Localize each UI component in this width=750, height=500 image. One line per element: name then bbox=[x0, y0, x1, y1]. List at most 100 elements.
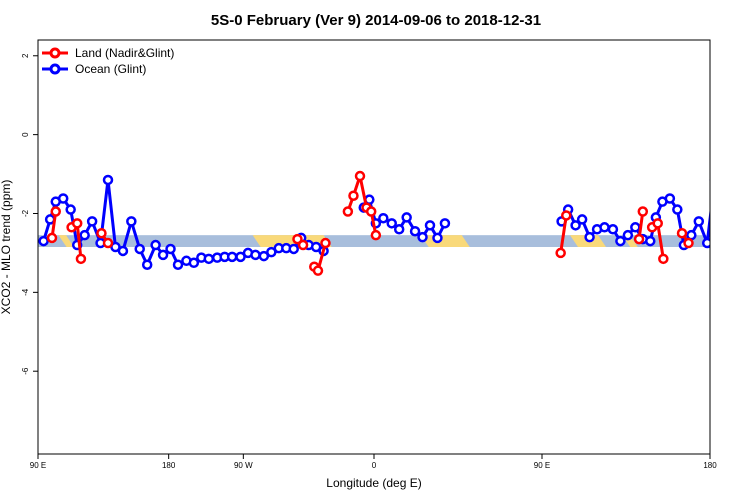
land-point bbox=[292, 233, 303, 245]
ocean-point bbox=[141, 259, 153, 270]
land-point bbox=[102, 237, 114, 249]
land-point bbox=[46, 232, 58, 244]
land-point bbox=[555, 247, 566, 259]
legend-ocean-marker bbox=[49, 63, 61, 75]
ocean-point bbox=[718, 243, 726, 251]
land-point bbox=[683, 237, 694, 249]
ocean-point bbox=[630, 222, 641, 233]
y-axis: 2 0 -2 -4 -6 bbox=[21, 53, 38, 375]
ocean-point bbox=[150, 239, 161, 251]
ocean-point bbox=[38, 235, 49, 247]
ocean-point bbox=[439, 218, 451, 229]
surface-band bbox=[38, 235, 710, 247]
ocean-point bbox=[599, 222, 610, 233]
ocean-point bbox=[235, 251, 246, 263]
land-series-line bbox=[559, 215, 568, 254]
ocean-point bbox=[310, 241, 322, 253]
land-point bbox=[637, 206, 649, 217]
ocean-point bbox=[607, 224, 619, 235]
x-axis-label: Longitude (deg E) bbox=[326, 476, 421, 490]
ocean-point bbox=[110, 241, 121, 253]
land-point bbox=[354, 170, 366, 182]
ocean-point bbox=[203, 253, 215, 265]
y-tick-label: 2 bbox=[21, 53, 30, 58]
ocean-point bbox=[726, 247, 734, 255]
y-tick-label: -4 bbox=[21, 288, 30, 296]
ocean-point bbox=[672, 204, 683, 215]
land-point bbox=[370, 229, 382, 241]
land-point bbox=[652, 218, 663, 229]
ocean-point bbox=[401, 212, 412, 223]
ocean-point bbox=[157, 249, 169, 261]
legend-land-marker bbox=[49, 47, 61, 59]
land-point bbox=[50, 206, 61, 217]
x-tick-label: 90 E bbox=[534, 461, 550, 470]
legend-land-label: Land (Nadir&Glint) bbox=[75, 46, 174, 60]
land-point bbox=[71, 218, 83, 229]
ocean-point bbox=[226, 251, 238, 263]
land-point bbox=[365, 206, 377, 217]
chart-title: 5S-0 February (Ver 9) 2014-09-06 to 2018… bbox=[211, 12, 541, 29]
ocean-point bbox=[165, 243, 176, 255]
ocean-point bbox=[615, 235, 626, 247]
ocean-point bbox=[709, 177, 710, 183]
ocean-point bbox=[693, 216, 705, 227]
ocean-point bbox=[102, 174, 114, 186]
y-tick-label: -2 bbox=[21, 209, 30, 217]
ocean-point bbox=[734, 217, 742, 225]
ocean-point bbox=[134, 243, 145, 255]
land-point bbox=[297, 239, 309, 251]
y-tick-label: 0 bbox=[21, 132, 30, 137]
series-layer bbox=[38, 170, 750, 276]
ocean-point bbox=[742, 245, 750, 253]
ocean-point bbox=[250, 249, 261, 261]
legend-ocean-label: Ocean (Glint) bbox=[75, 62, 146, 76]
ocean-point bbox=[288, 243, 299, 255]
ocean-point bbox=[172, 259, 184, 270]
legend: Land (Nadir&Glint) Ocean (Glint) bbox=[42, 46, 174, 76]
land-point bbox=[96, 227, 107, 239]
x-axis: 90 E 180 90 W 0 90 E 180 bbox=[30, 454, 717, 470]
ocean-point bbox=[432, 232, 443, 244]
ocean-point bbox=[424, 220, 436, 231]
x-tick-label: 90 W bbox=[234, 461, 253, 470]
ocean-point bbox=[386, 218, 397, 229]
ocean-point bbox=[86, 216, 98, 227]
band-ocean bbox=[38, 235, 710, 247]
band-land-segment bbox=[58, 235, 74, 247]
ocean-point bbox=[417, 231, 428, 243]
land-point bbox=[312, 265, 324, 276]
land-point bbox=[676, 227, 688, 239]
ocean-point bbox=[393, 224, 405, 235]
x-tick-label: 180 bbox=[162, 461, 176, 470]
ocean-point bbox=[584, 231, 595, 243]
land-point bbox=[633, 233, 645, 245]
x-tick-label: 180 bbox=[703, 461, 717, 470]
ocean-point bbox=[570, 220, 581, 231]
ocean-point bbox=[622, 229, 634, 241]
land-point bbox=[658, 253, 669, 265]
land-point bbox=[75, 253, 87, 265]
ocean-point bbox=[645, 235, 656, 247]
ocean-point bbox=[79, 229, 90, 241]
ocean-point bbox=[409, 225, 421, 237]
x-tick-label: 0 bbox=[372, 461, 377, 470]
ocean-point bbox=[258, 250, 270, 262]
ocean-point bbox=[126, 216, 137, 227]
ocean-point bbox=[188, 257, 200, 269]
y-tick-label: -6 bbox=[21, 367, 30, 375]
ocean-point bbox=[576, 214, 588, 225]
ocean-point bbox=[57, 193, 69, 204]
ocean-point bbox=[664, 193, 676, 204]
ocean-point bbox=[378, 212, 389, 224]
band-land-segment bbox=[420, 235, 470, 247]
land-point bbox=[561, 210, 572, 221]
ocean-point bbox=[266, 246, 277, 258]
x-tick-label: 90 E bbox=[30, 461, 46, 470]
ocean-point bbox=[65, 204, 76, 215]
land-point bbox=[320, 237, 331, 249]
y-axis-label: XCO2 - MLO trend (ppm) bbox=[0, 180, 13, 315]
ocean-point bbox=[117, 245, 129, 257]
ocean-point bbox=[701, 237, 710, 249]
